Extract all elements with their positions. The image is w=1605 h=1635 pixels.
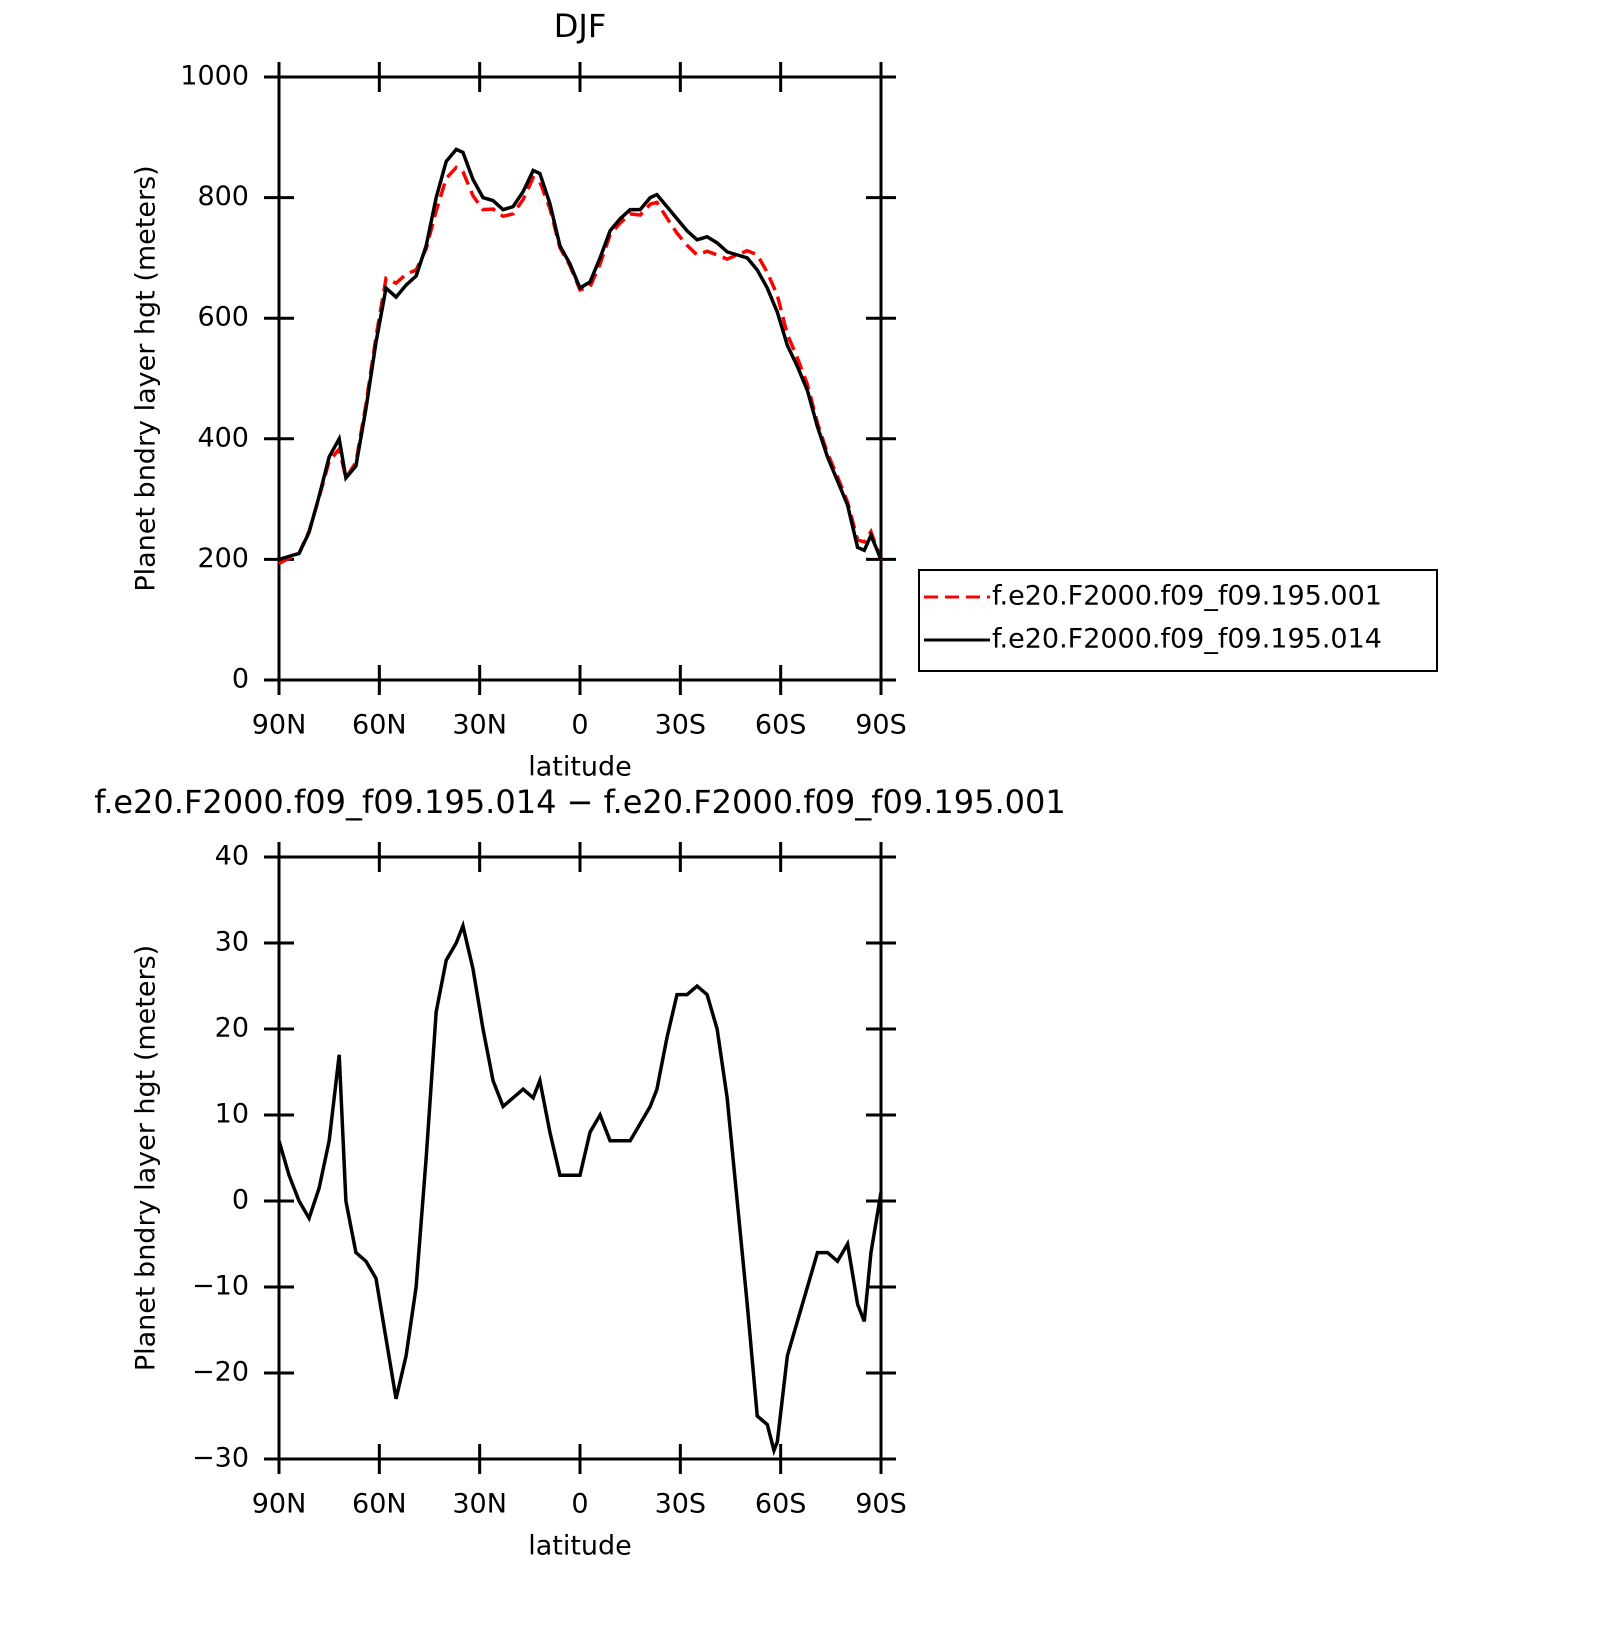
x-tick-label: 60S <box>755 1489 807 1520</box>
x-tick-label: 90S <box>855 710 907 741</box>
series-line <box>278 147 883 562</box>
x-tick-label: 30S <box>655 1489 707 1520</box>
y-tick-label: 1000 <box>180 61 249 92</box>
legend-box <box>918 569 1438 672</box>
x-tick-label: 60S <box>755 710 807 741</box>
x-tick-label: 30S <box>655 710 707 741</box>
x-tick-label: 0 <box>571 710 588 741</box>
legend-label: f.e20.F2000.f09_f09.195.001 <box>992 581 1382 612</box>
x-tick-label: 90N <box>252 710 307 741</box>
x-tick-label: 90S <box>855 1489 907 1520</box>
y-tick-label: 10 <box>215 1099 249 1130</box>
plot-frame <box>277 855 883 1461</box>
y-tick-label: 200 <box>197 543 249 574</box>
series-line <box>278 165 883 566</box>
y-tick-label: 30 <box>215 927 249 958</box>
x-tick-label: 30N <box>452 710 507 741</box>
chart-title: f.e20.F2000.f09_f09.195.014 − f.e20.F200… <box>94 783 1066 821</box>
y-tick-label: −10 <box>192 1271 249 1302</box>
x-tick-label: 0 <box>571 1489 588 1520</box>
x-tick-label: 90N <box>252 1489 307 1520</box>
y-tick-label: 800 <box>197 181 249 212</box>
x-axis-label: latitude <box>528 1531 632 1562</box>
x-tick-label: 60N <box>352 710 407 741</box>
y-tick-label: 40 <box>215 841 249 872</box>
y-tick-label: −20 <box>192 1357 249 1388</box>
y-tick-label: −30 <box>192 1443 249 1474</box>
y-tick-label: 400 <box>197 422 249 453</box>
y-axis-label: Planet bndry layer hgt (meters) <box>131 165 162 591</box>
y-tick-label: 0 <box>232 1185 249 1216</box>
y-tick-label: 20 <box>215 1013 249 1044</box>
x-tick-label: 60N <box>352 1489 407 1520</box>
x-tick-label: 30N <box>452 1489 507 1520</box>
y-tick-label: 0 <box>232 664 249 695</box>
y-axis-label: Planet bndry layer hgt (meters) <box>131 945 162 1371</box>
legend-label: f.e20.F2000.f09_f09.195.014 <box>992 624 1382 655</box>
x-axis-label: latitude <box>528 752 632 783</box>
y-tick-label: 600 <box>197 302 249 333</box>
chart-title: DJF <box>554 7 606 45</box>
series-line <box>277 919 883 1457</box>
